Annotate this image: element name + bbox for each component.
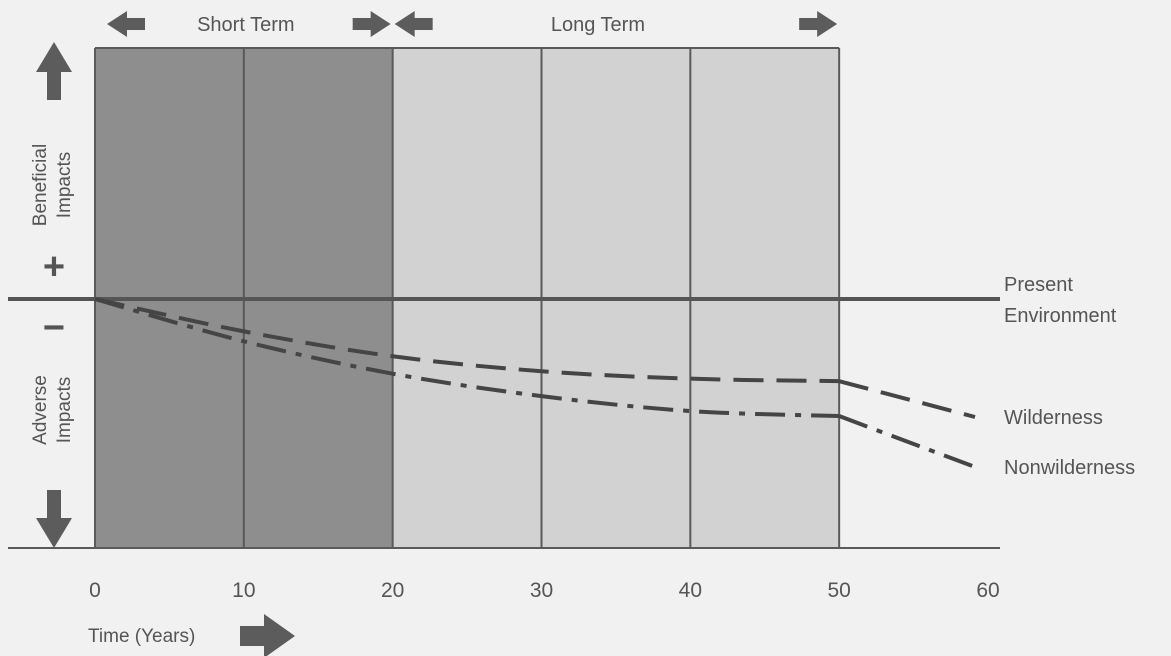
svg-text:Beneficial: Beneficial bbox=[30, 144, 51, 226]
series-line-wilderness bbox=[94, 297, 840, 384]
series-line-nonwilderness bbox=[94, 297, 840, 419]
x-tick-label-1: 10 bbox=[232, 579, 255, 602]
x-axis-title: Time (Years) bbox=[88, 626, 195, 647]
present-label-line2: Environment bbox=[1004, 305, 1117, 327]
period-label-1: Long Term bbox=[551, 14, 645, 36]
right-arrow-icon bbox=[799, 11, 838, 37]
x-tick-label-0: 0 bbox=[89, 579, 101, 602]
minus-sign: − bbox=[43, 307, 65, 349]
series-lines bbox=[94, 297, 840, 419]
x-tick-label-5: 50 bbox=[827, 579, 850, 602]
legend: Wilderness Nonwilderness bbox=[838, 379, 1135, 479]
x-tick-label-4: 40 bbox=[679, 579, 702, 602]
left-arrow-icon bbox=[394, 11, 433, 37]
left-arrow-icon bbox=[107, 11, 145, 37]
time-arrow-icon bbox=[240, 614, 295, 656]
present-label-line1: Present bbox=[1004, 274, 1073, 296]
down-arrow-icon bbox=[36, 490, 72, 548]
svg-text:Adverse: Adverse bbox=[30, 375, 51, 445]
period-label-0: Short Term bbox=[197, 14, 294, 36]
beneficial-impacts-label: Beneficial Impacts bbox=[30, 144, 75, 226]
legend-label-wilderness: Wilderness bbox=[1004, 407, 1103, 429]
x-tick-label-2: 20 bbox=[381, 579, 404, 602]
up-arrow-icon bbox=[36, 42, 72, 100]
adverse-impacts-label: Adverse Impacts bbox=[30, 375, 75, 445]
svg-text:Impacts: Impacts bbox=[54, 152, 75, 219]
right-arrow-icon bbox=[352, 11, 391, 37]
x-tick-labels: 0 10 20 30 40 50 60 bbox=[89, 579, 1000, 602]
svg-text:Impacts: Impacts bbox=[54, 377, 75, 444]
legend-label-nonwilderness: Nonwilderness bbox=[1004, 457, 1135, 479]
legend-line-wilderness bbox=[838, 379, 976, 419]
period-labels: Short Term Long Term bbox=[197, 14, 645, 36]
plus-sign: + bbox=[43, 246, 65, 288]
period-arrows bbox=[107, 11, 838, 37]
x-tick-label-6: 60 bbox=[976, 579, 999, 602]
x-tick-label-3: 30 bbox=[530, 579, 553, 602]
legend-line-nonwilderness bbox=[838, 414, 976, 469]
